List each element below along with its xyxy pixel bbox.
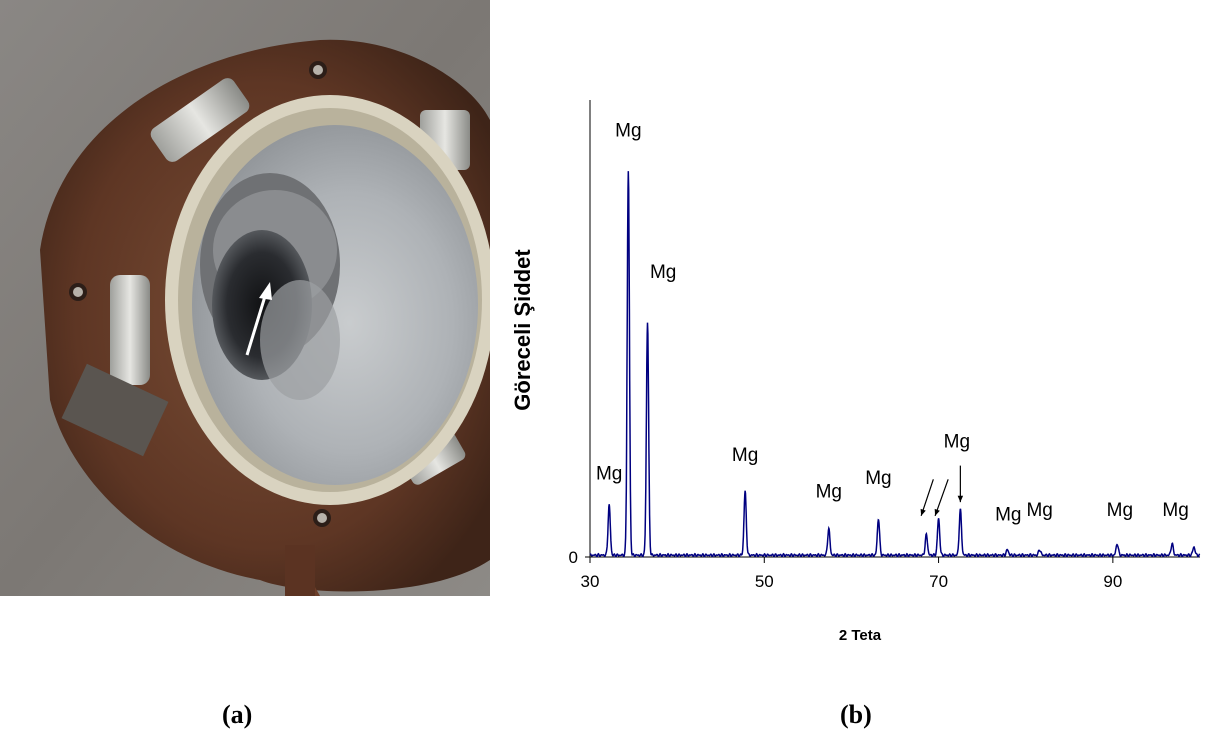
peak-label: Mg <box>596 463 622 484</box>
y-tick-label: 0 <box>569 548 578 567</box>
annotation-arrow-head <box>920 508 926 516</box>
peak-label: Mg <box>1026 500 1052 521</box>
xrd-series-line <box>589 171 1201 558</box>
peak-label: Mg <box>816 482 842 503</box>
x-tick-label: 90 <box>1103 572 1122 591</box>
peak-label: Mg <box>1107 500 1133 521</box>
peak-label: Mg <box>732 445 758 466</box>
panel-label-a: (a) <box>222 700 253 729</box>
x-tick-label: 50 <box>755 572 774 591</box>
annotation-arrow-head <box>957 495 964 503</box>
peak-label: Mg <box>995 504 1021 525</box>
peak-label: Mg <box>615 121 641 142</box>
white-arrow-icon <box>245 282 272 356</box>
peak-label: Mg <box>944 431 970 452</box>
x-tick-label: 30 <box>581 572 600 591</box>
x-axis-label: 2 Teta <box>839 627 882 644</box>
y-axis-label: Göreceli Şiddet <box>510 249 535 411</box>
xrd-chart: 30 50 70 90 0 Mg Mg Mg Mg Mg Mg Mg Mg Mg Mg Mg 2 Teta … <box>510 90 1210 670</box>
x-tick-label: 70 <box>929 572 948 591</box>
peak-label: Mg <box>650 262 676 283</box>
crucible-photo <box>0 0 495 596</box>
peak-label: Mg <box>1162 500 1188 521</box>
panel-label-b: (b) <box>840 700 872 729</box>
annotation-arrow-head <box>934 508 940 516</box>
annotation-arrow-line <box>934 479 949 517</box>
crucible-photo-image <box>0 0 495 596</box>
peak-label: Mg <box>865 468 891 489</box>
